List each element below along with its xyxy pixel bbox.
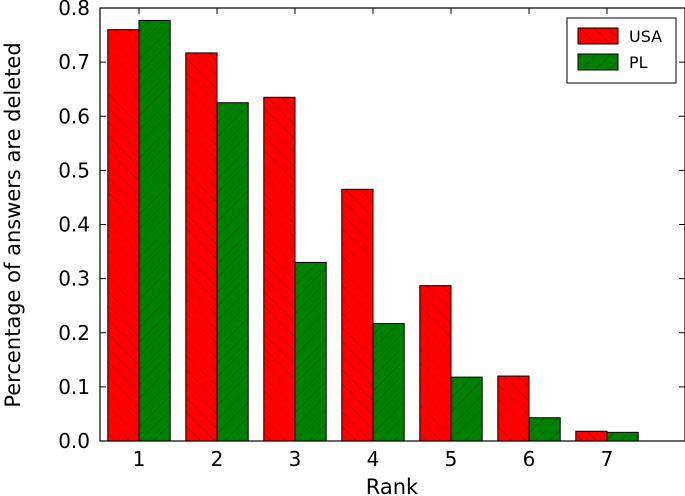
bar-hatch (497, 375, 530, 442)
bar-pl-rank-7 (606, 431, 639, 442)
bar-pl-rank-3 (294, 261, 327, 442)
x-tick-label: 3 (289, 447, 302, 471)
y-tick-label: 0.3 (58, 267, 90, 291)
ticks-layer: 1 2 3 4 5 6 7 0.0 0.1 0.2 0.3 0.4 0.5 0.6 0.7 0.8 (58, 0, 685, 471)
legend-swatch-usa (577, 27, 619, 45)
bar-pl-rank-6 (528, 417, 561, 442)
x-tick-label: 4 (367, 447, 380, 471)
y-tick-label: 0.7 (58, 50, 90, 74)
y-tick-label: 0.0 (58, 429, 90, 453)
y-axis-label: Percentage of answers are deleted (1, 42, 25, 407)
bar-hatch (528, 417, 561, 442)
bar-hatch (419, 285, 452, 442)
bar-hatch (294, 261, 327, 442)
legend-label-pl: PL (629, 53, 648, 72)
x-tick-label: 6 (523, 447, 536, 471)
bar-usa-rank-5 (419, 285, 452, 442)
y-tick-label: 0.6 (58, 104, 90, 128)
legend-swatch-pl (577, 53, 619, 71)
x-axis-label: Rank (366, 475, 419, 496)
bar-usa-rank-6 (497, 375, 530, 442)
bar-hatch (450, 376, 483, 442)
bar-hatch (372, 323, 405, 442)
bar-hatch (263, 96, 296, 442)
y-tick-label: 0.1 (58, 375, 90, 399)
x-tick-label: 2 (211, 447, 224, 471)
x-tick-label: 7 (601, 447, 614, 471)
bar-usa-rank-3 (263, 96, 296, 442)
legend-label-usa: USA (629, 27, 662, 46)
bar-hatch (575, 430, 608, 442)
bar-hatch (107, 29, 140, 442)
bars-layer (107, 19, 639, 442)
bar-hatch (606, 431, 639, 442)
y-tick-label: 0.2 (58, 321, 90, 345)
bar-pl-rank-2 (216, 102, 249, 442)
y-tick-label: 0.5 (58, 158, 90, 182)
y-tick-label: 0.8 (58, 0, 90, 20)
bar-hatch (341, 188, 374, 442)
bar-usa-rank-4 (341, 188, 374, 442)
bar-usa-rank-7 (575, 430, 608, 442)
bar-pl-rank-4 (372, 323, 405, 442)
legend: USA PL (566, 17, 677, 84)
x-tick-label: 5 (445, 447, 458, 471)
bar-hatch (138, 19, 171, 442)
bar-usa-rank-1 (107, 29, 140, 442)
bar-usa-rank-2 (185, 52, 218, 442)
y-tick-label: 0.4 (58, 213, 90, 237)
x-tick-label: 1 (133, 447, 146, 471)
bar-pl-rank-5 (450, 376, 483, 442)
bar-pl-rank-1 (138, 19, 171, 442)
bar-hatch (216, 102, 249, 442)
bar-hatch (185, 52, 218, 442)
